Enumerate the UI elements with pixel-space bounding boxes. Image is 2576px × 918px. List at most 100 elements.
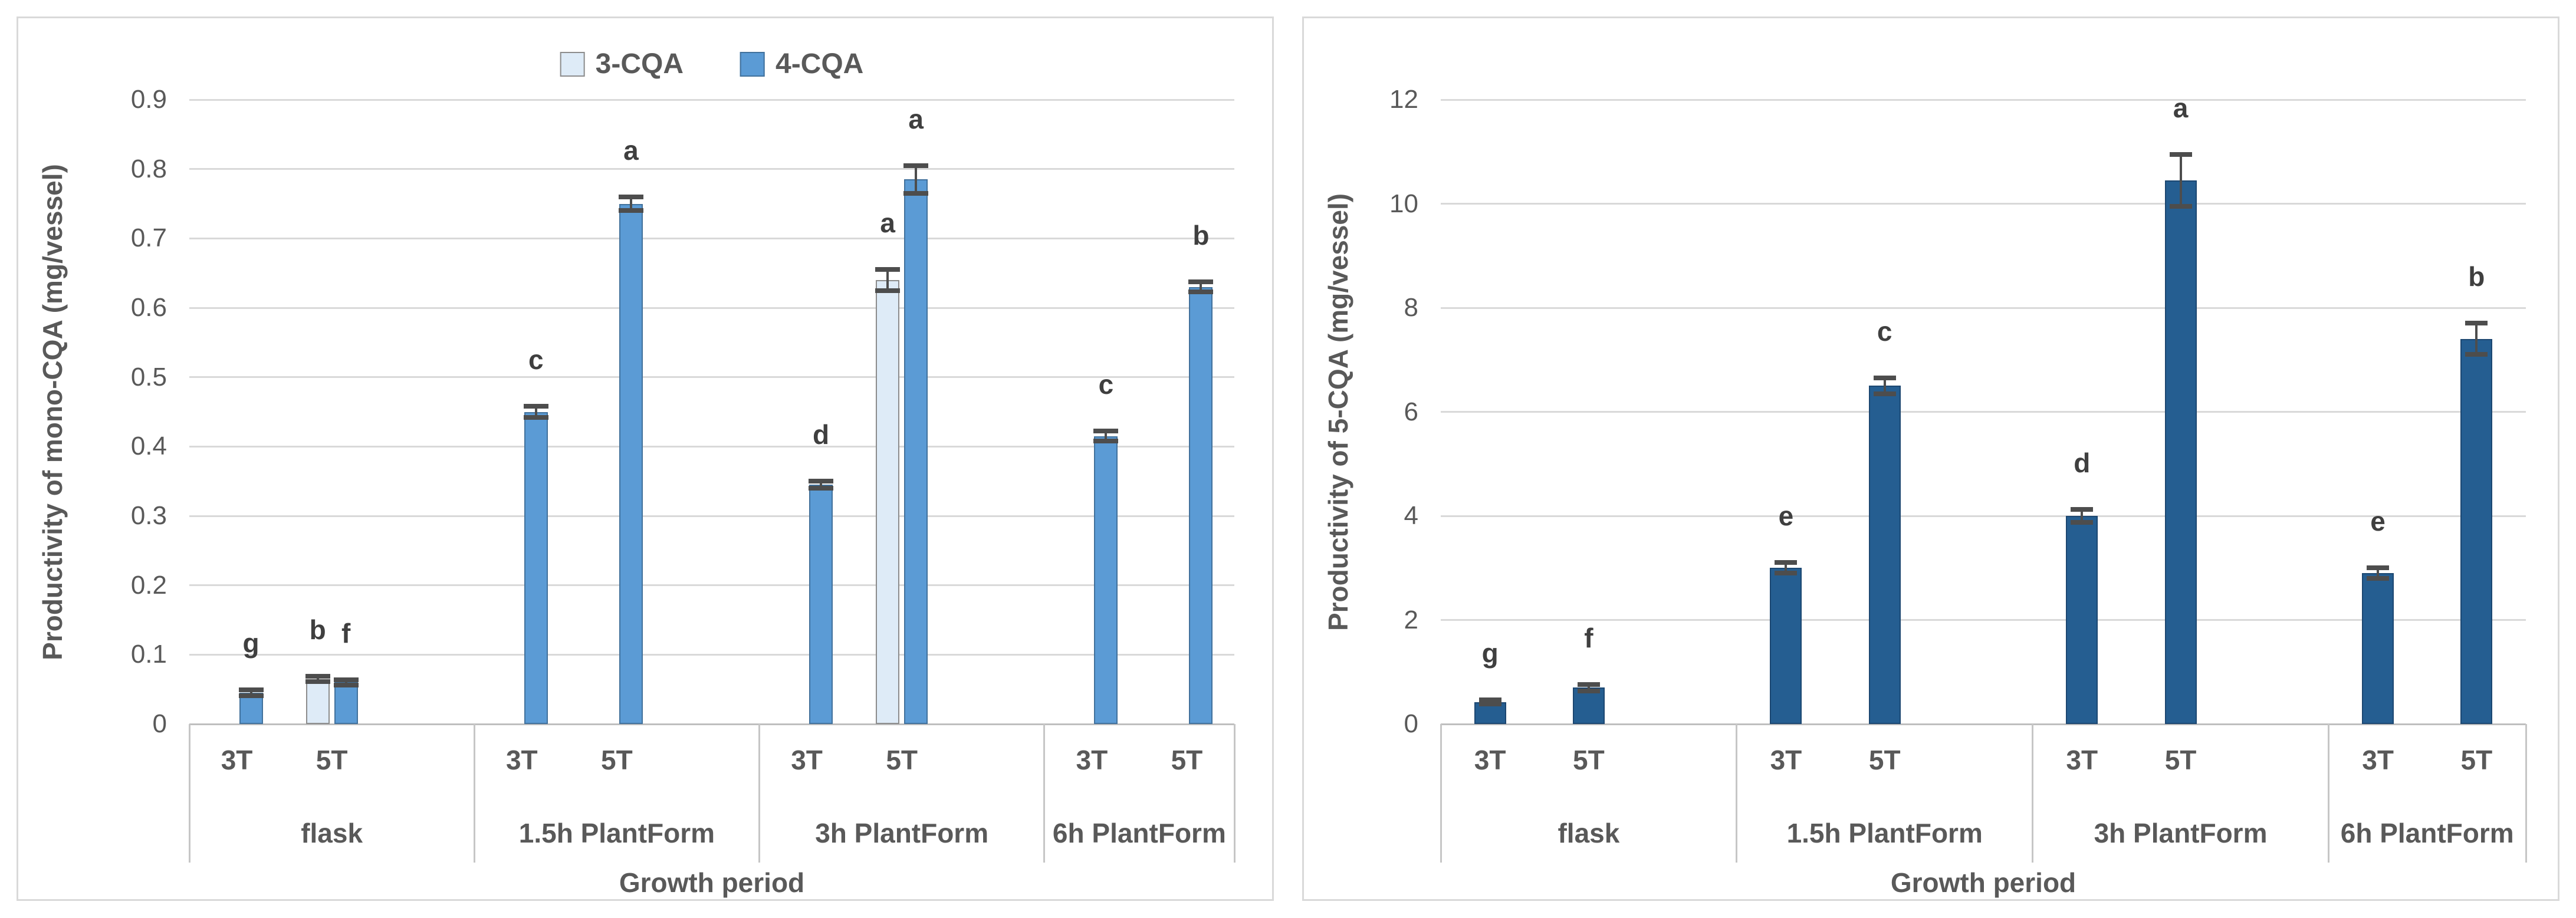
significance-letter: c bbox=[1877, 316, 1892, 347]
gridline bbox=[189, 445, 1234, 448]
gridline bbox=[189, 653, 1234, 656]
error-bar-cap-bottom bbox=[809, 485, 834, 491]
error-bar-cap-top bbox=[809, 479, 834, 484]
x-axis-title: Growth period bbox=[1890, 867, 2076, 898]
legend-swatch-icon bbox=[740, 51, 765, 77]
bar-3-CQA-flask-5T bbox=[305, 679, 330, 724]
category-separator bbox=[188, 724, 190, 863]
error-bar-whisker bbox=[2081, 509, 2084, 522]
sub-category-label: 5T bbox=[601, 745, 633, 775]
bar-4-CQA-3h-PlantForm-3T bbox=[809, 485, 833, 724]
error-bar-cap-top bbox=[333, 677, 359, 682]
error-bar-cap-top bbox=[618, 194, 643, 199]
group-label: flask bbox=[301, 818, 363, 848]
y-tick-label: 0.7 bbox=[130, 223, 167, 253]
bar-4-CQA-flask-5T bbox=[334, 682, 358, 724]
error-bar-cap-bottom bbox=[618, 208, 643, 213]
sub-category-label: 3T bbox=[791, 745, 823, 775]
legend-swatch-icon bbox=[560, 51, 585, 77]
x-axis-line bbox=[189, 723, 1234, 725]
error-bar-whisker bbox=[2475, 323, 2478, 355]
legend-label: 3-CQA bbox=[595, 48, 684, 80]
legend: 3-CQA 4-CQA bbox=[560, 48, 863, 80]
error-bar-whisker bbox=[2377, 568, 2380, 578]
y-tick-label: 4 bbox=[1404, 501, 1418, 530]
y-tick-label: 12 bbox=[1389, 85, 1418, 114]
error-bar-cap-top bbox=[1188, 279, 1214, 285]
category-separator bbox=[1440, 724, 1442, 863]
error-bar-cap-top bbox=[1873, 376, 1896, 381]
group-label: 1.5h PlantForm bbox=[518, 818, 715, 848]
error-bar-whisker bbox=[1587, 684, 1590, 691]
significance-letter: a bbox=[908, 103, 924, 134]
bar-5-CQA-flask-5T bbox=[1572, 687, 1605, 724]
error-bar-whisker bbox=[344, 679, 347, 686]
error-bar-whisker bbox=[1883, 378, 1886, 394]
y-tick-label: 0 bbox=[1404, 709, 1418, 738]
gridline bbox=[1441, 307, 2526, 309]
gridline bbox=[189, 98, 1234, 101]
gridline bbox=[189, 237, 1234, 239]
group-label: 3h PlantForm bbox=[815, 818, 989, 848]
error-bar-cap-top bbox=[1577, 682, 1600, 687]
group-label: flask bbox=[1558, 818, 1620, 848]
error-bar-cap-top bbox=[238, 687, 264, 693]
error-bar-cap-bottom bbox=[2169, 203, 2192, 209]
category-separator bbox=[2032, 724, 2034, 863]
bar-4-CQA-1.5h-PlantForm-3T bbox=[524, 412, 548, 724]
error-bar-cap-bottom bbox=[1478, 702, 1501, 707]
error-bar-whisker bbox=[1200, 282, 1202, 292]
y-tick-label: 6 bbox=[1404, 397, 1418, 426]
y-tick-label: 0.9 bbox=[130, 85, 167, 114]
bar-4-CQA-6h-PlantForm-3T bbox=[1094, 436, 1118, 724]
sub-category-label: 5T bbox=[2460, 745, 2493, 775]
sub-category-label: 3T bbox=[2362, 745, 2394, 775]
error-bar-cap-top bbox=[903, 163, 929, 168]
significance-letter: f bbox=[341, 617, 351, 649]
sub-category-label: 3T bbox=[1770, 745, 1802, 775]
y-tick-label: 0.6 bbox=[130, 293, 167, 322]
bar-5-CQA-1.5h-PlantForm-5T bbox=[1868, 386, 1901, 724]
gridline bbox=[1441, 619, 2526, 621]
legend-item-4-CQA: 4-CQA bbox=[740, 48, 863, 80]
error-bar-cap-bottom bbox=[1188, 289, 1214, 294]
significance-letter: g bbox=[1481, 638, 1499, 669]
gridline bbox=[189, 168, 1234, 170]
legend-item-3-CQA: 3-CQA bbox=[560, 48, 684, 80]
error-bar-cap-bottom bbox=[1093, 438, 1119, 443]
sub-category-label: 3T bbox=[1076, 745, 1108, 775]
gridline bbox=[189, 515, 1234, 517]
bar-5-CQA-3h-PlantForm-5T bbox=[2164, 180, 2197, 724]
bar-5-CQA-3h-PlantForm-3T bbox=[2066, 516, 2098, 724]
gridline bbox=[1441, 203, 2526, 205]
category-separator bbox=[2525, 724, 2527, 863]
error-bar-cap-bottom bbox=[875, 288, 901, 293]
error-bar-cap-top bbox=[875, 267, 901, 272]
x-axis-title: Growth period bbox=[619, 867, 805, 898]
bar-5-CQA-6h-PlantForm-5T bbox=[2460, 338, 2493, 724]
error-bar-cap-bottom bbox=[238, 693, 264, 698]
significance-letter: a bbox=[2173, 92, 2189, 123]
significance-letter: g bbox=[242, 628, 259, 659]
y-tick-label: 0.5 bbox=[130, 362, 167, 391]
significance-letter: e bbox=[1778, 501, 1794, 532]
category-separator bbox=[473, 724, 475, 863]
significance-letter: f bbox=[1584, 622, 1593, 653]
y-tick-label: 2 bbox=[1404, 605, 1418, 634]
y-tick-label: 0.4 bbox=[130, 432, 167, 461]
significance-letter: e bbox=[2370, 506, 2386, 537]
error-bar-cap-top bbox=[523, 404, 548, 409]
error-bar-cap-top bbox=[2465, 321, 2488, 326]
error-bar-cap-bottom bbox=[333, 683, 359, 688]
category-separator bbox=[1736, 724, 1738, 863]
legend-label: 4-CQA bbox=[776, 48, 864, 80]
sub-category-label: 5T bbox=[886, 745, 918, 775]
bar-4-CQA-flask-3T bbox=[239, 693, 263, 724]
error-bar-whisker bbox=[316, 676, 319, 682]
significance-letter: a bbox=[623, 134, 639, 166]
significance-letter: d bbox=[813, 419, 830, 450]
gridline bbox=[1441, 411, 2526, 413]
error-bar-cap-bottom bbox=[1577, 688, 1600, 693]
group-label: 6h PlantForm bbox=[2340, 818, 2514, 848]
